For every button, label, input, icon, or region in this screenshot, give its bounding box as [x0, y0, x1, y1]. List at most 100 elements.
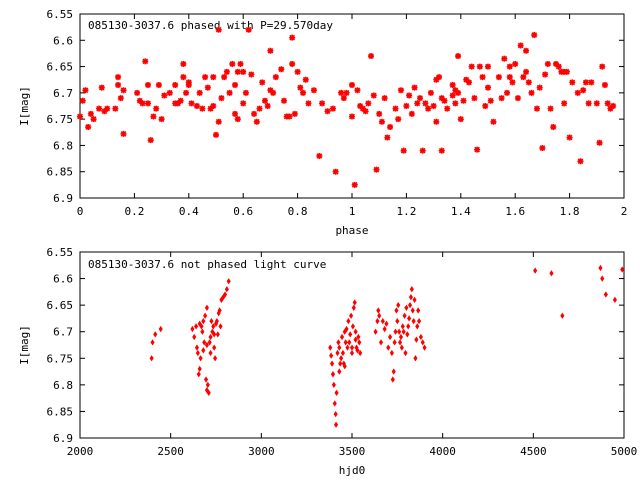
- data-point: [158, 116, 165, 123]
- data-point: [566, 134, 573, 141]
- axis-ticks: 0 0.2 0.4 0.6 0.8 1 1.2 1.4 1.6 1.8 2 6.55 6.6 6.65 6.…: [47, 8, 628, 218]
- plot-frame: [79, 13, 625, 199]
- data-point: [346, 317, 351, 325]
- data-point: [240, 100, 247, 107]
- data-point: [495, 74, 502, 81]
- data-point: [411, 317, 416, 325]
- data-point: [506, 63, 513, 70]
- x-tick-label: 3500: [339, 445, 366, 458]
- data-point: [393, 328, 398, 335]
- y-tick-label: 6.85: [47, 166, 74, 179]
- data-point: [185, 79, 192, 86]
- data-point: [577, 158, 584, 165]
- data-point: [120, 87, 127, 94]
- data-point: [331, 381, 336, 389]
- data-point: [474, 146, 481, 153]
- data-point: [330, 371, 336, 378]
- data-point: [339, 355, 344, 362]
- data-point: [215, 118, 222, 125]
- data-point: [333, 421, 339, 428]
- data-point: [542, 71, 549, 78]
- data-point: [232, 110, 239, 117]
- data-point: [153, 331, 158, 338]
- data-point: [598, 264, 603, 272]
- data-point: [596, 139, 603, 146]
- data-point: [213, 355, 218, 362]
- data-point: [498, 95, 505, 102]
- data-point: [487, 97, 494, 104]
- data-point: [368, 53, 375, 60]
- data-point: [153, 105, 160, 112]
- data-point: [104, 105, 111, 112]
- data-point: [337, 368, 342, 375]
- data-point: [210, 103, 217, 109]
- data-point: [531, 32, 538, 39]
- data-point: [174, 100, 181, 107]
- data-point: [391, 368, 396, 375]
- x-tick-label: 1.2: [396, 205, 416, 218]
- data-point: [604, 100, 611, 107]
- data-point: [115, 74, 122, 81]
- data-point: [412, 296, 417, 303]
- data-point: [378, 339, 384, 346]
- data-point: [197, 365, 202, 373]
- data-point: [384, 134, 391, 141]
- data-point: [180, 60, 187, 67]
- data-point: [305, 100, 312, 107]
- data-point: [214, 317, 219, 325]
- data-point: [425, 105, 432, 112]
- data-point: [349, 344, 355, 351]
- data-point: [533, 105, 540, 112]
- y-tick-label: 6.55: [47, 246, 74, 259]
- data-point: [310, 87, 317, 94]
- data-point: [512, 60, 519, 67]
- data-point: [438, 95, 445, 102]
- data-point: [316, 152, 323, 159]
- data-point: [261, 97, 268, 104]
- data-point: [204, 304, 209, 311]
- data-point: [357, 103, 364, 109]
- y-tick-label: 6.8: [53, 139, 73, 152]
- data-point: [202, 74, 209, 81]
- x-tick-label: 5000: [611, 445, 638, 458]
- data-point: [417, 95, 423, 102]
- data-point: [550, 124, 557, 131]
- x-axis-label: phase: [335, 224, 368, 237]
- data-point: [452, 87, 459, 94]
- data-point: [218, 95, 225, 102]
- data-point: [209, 317, 214, 325]
- data-point: [582, 79, 589, 86]
- data-point: [96, 105, 103, 112]
- data-point: [234, 68, 241, 75]
- y-tick-label: 6.9: [53, 432, 73, 445]
- data-point: [158, 325, 163, 333]
- phased-light-curve-panel: 085130-3037.6 phased with P=29.570day ph…: [18, 8, 627, 237]
- data-point: [87, 110, 94, 117]
- data-point: [267, 47, 274, 54]
- data-point: [349, 81, 355, 88]
- data-point: [204, 84, 211, 91]
- x-tick-label: 2: [621, 205, 628, 218]
- y-tick-label: 6.85: [47, 405, 74, 418]
- data-point: [194, 344, 200, 351]
- data-point: [610, 103, 617, 109]
- data-point: [278, 66, 285, 73]
- x-tick-label: 2500: [157, 445, 184, 458]
- data-point: [218, 323, 223, 330]
- data-point: [332, 168, 339, 175]
- data-point: [213, 131, 219, 138]
- data-point: [359, 105, 366, 112]
- data-point: [406, 323, 411, 330]
- data-point: [455, 53, 462, 60]
- data-point: [212, 344, 217, 351]
- data-point: [394, 307, 399, 314]
- data-point: [409, 286, 414, 293]
- data-point: [229, 60, 236, 67]
- y-tick-label: 6.55: [47, 8, 74, 21]
- data-point: [400, 147, 407, 154]
- data-point: [77, 113, 83, 120]
- y-tick-label: 6.6: [53, 273, 73, 286]
- data-point: [297, 84, 304, 91]
- data-point: [599, 63, 606, 70]
- data-point: [370, 92, 377, 99]
